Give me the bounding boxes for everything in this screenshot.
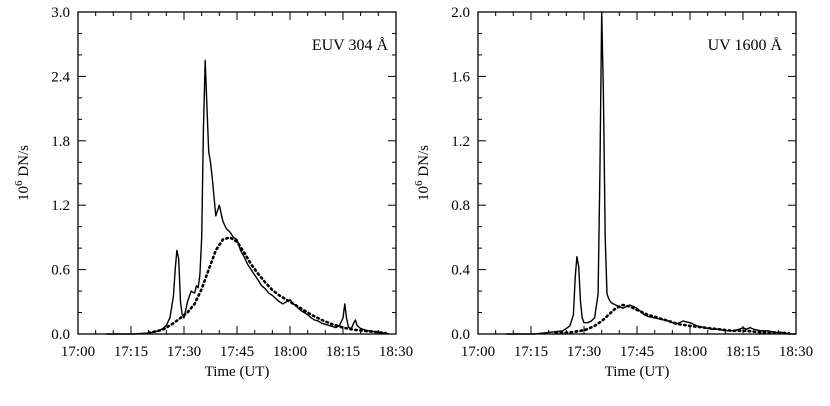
plot-frame bbox=[477, 11, 797, 335]
dotted-series-line bbox=[147, 235, 387, 335]
y-tick-label: 2.0 bbox=[451, 5, 470, 21]
x-tick-label: 17:30 bbox=[167, 344, 201, 360]
plot-frame bbox=[77, 11, 397, 335]
x-tick-label: 18:15 bbox=[726, 344, 760, 360]
channel-annotation: EUV 304 Å bbox=[312, 36, 389, 54]
y-tick-label: 1.2 bbox=[451, 134, 470, 150]
y-tick-label: 0.4 bbox=[451, 263, 470, 279]
y-tick-label: 0.0 bbox=[51, 327, 70, 343]
x-tick-label: 17:15 bbox=[514, 344, 548, 360]
y-tick-label: 1.6 bbox=[451, 69, 470, 85]
chart-panel-1: 17:00 17:15 17:30 17:45 18:00 18:15 18:30 0.0 0.… bbox=[13, 5, 413, 380]
y-axis-label: 106 DN/s bbox=[13, 145, 32, 201]
x-tick-label: 17:15 bbox=[114, 344, 148, 360]
x-tick-label: 17:30 bbox=[567, 344, 601, 360]
x-tick-label: 17:00 bbox=[61, 344, 95, 360]
y-tick-label: 1.8 bbox=[51, 134, 70, 150]
x-tick-label: 18:00 bbox=[673, 344, 707, 360]
y-tick-label: 3.0 bbox=[51, 5, 70, 21]
x-tick-label: 18:30 bbox=[779, 344, 813, 360]
y-tick-label: 1.2 bbox=[51, 198, 70, 214]
channel-annotation: UV 1600 Å bbox=[708, 36, 783, 54]
dotted-series-line bbox=[554, 303, 791, 335]
solid-series-line bbox=[106, 59, 390, 335]
x-tick-label: 18:15 bbox=[326, 344, 360, 360]
y-axis-label: 106 DN/s bbox=[413, 145, 432, 201]
y-tick-label: 0.6 bbox=[51, 263, 70, 279]
solid-series-line bbox=[506, 11, 796, 335]
x-tick-label: 17:45 bbox=[220, 344, 254, 360]
y-tick-label: 0.8 bbox=[451, 198, 470, 214]
x-axis-label: Time (UT) bbox=[205, 364, 270, 380]
y-tick-label: 2.4 bbox=[51, 69, 70, 85]
y-tick-label: 0.0 bbox=[451, 327, 470, 343]
x-tick-label: 18:00 bbox=[273, 344, 307, 360]
chart-panel-2: 17:00 17:15 17:30 17:45 18:00 18:15 18:30 0.0 0.… bbox=[413, 5, 813, 380]
x-tick-label: 18:30 bbox=[379, 344, 413, 360]
x-tick-label: 17:45 bbox=[620, 344, 654, 360]
x-axis-label: Time (UT) bbox=[605, 364, 670, 380]
x-tick-label: 17:00 bbox=[461, 344, 495, 360]
